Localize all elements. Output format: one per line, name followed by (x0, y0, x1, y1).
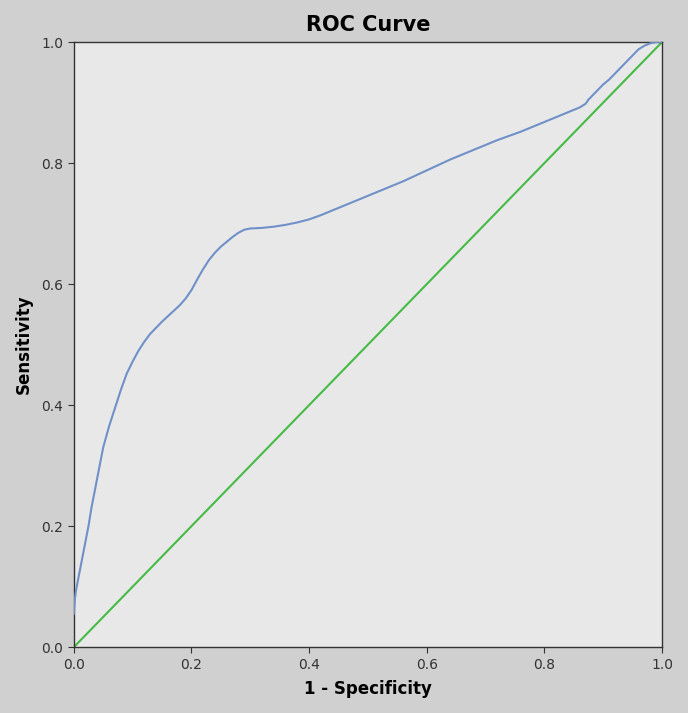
Title: ROC Curve: ROC Curve (305, 15, 430, 35)
X-axis label: 1 - Specificity: 1 - Specificity (304, 680, 432, 698)
Y-axis label: Sensitivity: Sensitivity (15, 295, 33, 394)
